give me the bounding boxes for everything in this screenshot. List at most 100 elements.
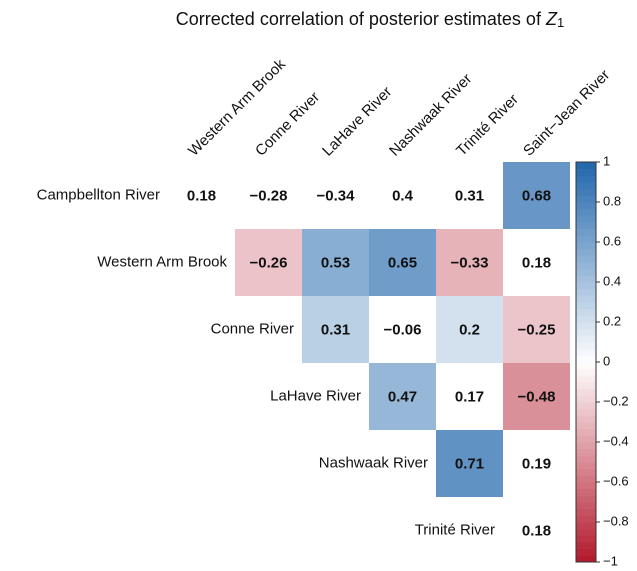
cell-label: −0.06 — [384, 321, 422, 338]
colorbar-segment — [576, 342, 596, 350]
heatmap-cell — [436, 430, 503, 497]
colorbar-segment — [576, 222, 596, 230]
colorbar-segment — [576, 348, 596, 356]
cell-label: 0.31 — [455, 187, 484, 204]
cell-label: 0.4 — [392, 187, 414, 204]
colorbar-segment — [576, 435, 596, 443]
colorbar-segment — [576, 388, 596, 396]
colorbar-segment — [576, 208, 596, 216]
heatmap-cell — [503, 162, 570, 229]
row-label: Nashwaak River — [319, 454, 428, 471]
heatmap-cell — [436, 296, 503, 363]
colorbar-segment — [576, 468, 596, 476]
cell-label: 0.17 — [455, 388, 484, 405]
heatmap-cell — [235, 162, 302, 229]
colorbar-tick-label: 0.2 — [603, 313, 621, 328]
colorbar-segment — [576, 242, 596, 250]
row-label: Campbellton River — [37, 186, 160, 203]
colorbar-segment — [576, 368, 596, 376]
row-label: Conne River — [211, 320, 294, 337]
cell-label: 0.31 — [321, 321, 350, 338]
cell-label: 0.18 — [522, 254, 551, 271]
colorbar-segment — [576, 268, 596, 276]
heatmap-cell — [369, 296, 436, 363]
colorbar-segment — [576, 542, 596, 550]
cell-label: 0.65 — [388, 254, 417, 271]
colorbar-segment — [576, 375, 596, 383]
colorbar-tick-label: 1 — [603, 153, 610, 168]
colorbar-segment — [576, 168, 596, 176]
colorbar-segment — [576, 228, 596, 236]
colorbar-segment — [576, 515, 596, 523]
cell-label: −0.48 — [518, 388, 556, 405]
heatmap-cell — [503, 296, 570, 363]
heatmap-cell — [436, 363, 503, 430]
colorbar-tick-label: 0.4 — [603, 273, 621, 288]
heatmap-cell — [369, 162, 436, 229]
colorbar-segment — [576, 422, 596, 430]
cell-label: 0.47 — [388, 388, 417, 405]
colorbar-segment — [576, 508, 596, 516]
heatmap-cell — [503, 497, 570, 564]
colorbar-segment — [576, 555, 596, 563]
heatmap-cell — [302, 229, 369, 296]
heatmap-cell — [503, 229, 570, 296]
colorbar-tick-label: −0.4 — [603, 433, 629, 448]
colorbar-segment — [576, 308, 596, 316]
row-label: Western Arm Brook — [97, 253, 227, 270]
heatmap-cell — [235, 229, 302, 296]
colorbar-tick-label: −0.2 — [603, 393, 629, 408]
colorbar-segment — [576, 275, 596, 283]
column-label: Trinité River — [453, 91, 522, 160]
cell-label: 0.2 — [459, 321, 480, 338]
colorbar-segment — [576, 475, 596, 483]
colorbar-segment — [576, 175, 596, 183]
colorbar-segment — [576, 502, 596, 510]
colorbar-segment — [576, 455, 596, 463]
colorbar-segment — [576, 262, 596, 270]
colorbar-segment — [576, 535, 596, 543]
heatmap-cell — [168, 162, 235, 229]
colorbar-segment — [576, 328, 596, 336]
colorbar-segment — [576, 288, 596, 296]
row-label: Trinité River — [415, 521, 495, 538]
colorbar-segment — [576, 162, 596, 170]
colorbar-segment — [576, 402, 596, 410]
heatmap-cell — [436, 162, 503, 229]
colorbar-segment — [576, 522, 596, 530]
colorbar-segment — [576, 428, 596, 436]
colorbar-segment — [576, 488, 596, 496]
colorbar-segment — [576, 482, 596, 490]
colorbar-tick-label: 0.8 — [603, 193, 621, 208]
cell-label: −0.33 — [451, 254, 489, 271]
colorbar-tick-label: 0 — [603, 353, 610, 368]
column-label: Saint−Jean River — [520, 67, 613, 160]
title-symbol: Z — [545, 9, 558, 29]
colorbar-segment — [576, 282, 596, 290]
colorbar-segment — [576, 442, 596, 450]
colorbar-segment — [576, 202, 596, 210]
colorbar-segment — [576, 382, 596, 390]
colorbar-segment — [576, 548, 596, 556]
heatmap-cell — [369, 363, 436, 430]
title-subscript: 1 — [557, 15, 564, 30]
colorbar-segment — [576, 295, 596, 303]
colorbar-segment — [576, 182, 596, 190]
heatmap-cell — [369, 229, 436, 296]
colorbar-segment — [576, 395, 596, 403]
colorbar-segment — [576, 248, 596, 256]
colorbar-segment — [576, 188, 596, 196]
colorbar-segment — [576, 255, 596, 263]
colorbar-segment — [576, 302, 596, 310]
colorbar-segment — [576, 215, 596, 223]
heatmap-cell — [302, 162, 369, 229]
cell-label: 0.19 — [522, 455, 551, 472]
cell-label: −0.25 — [518, 321, 556, 338]
colorbar-segment — [576, 408, 596, 416]
heatmap-cell — [436, 229, 503, 296]
colorbar-tick-label: −0.8 — [603, 513, 629, 528]
column-label: LaHave River — [319, 83, 395, 159]
column-label: Conne River — [252, 89, 323, 160]
heatmap-cell — [503, 363, 570, 430]
